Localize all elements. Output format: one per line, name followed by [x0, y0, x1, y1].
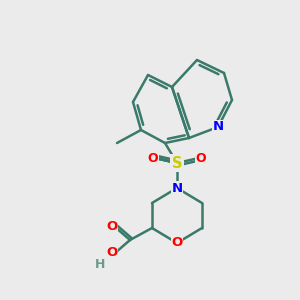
Text: O: O [148, 152, 158, 164]
Text: O: O [106, 220, 118, 233]
Text: O: O [196, 152, 206, 164]
Text: H: H [95, 257, 105, 271]
Text: S: S [172, 155, 182, 170]
Text: N: N [171, 182, 183, 194]
Text: N: N [212, 121, 224, 134]
Text: O: O [171, 236, 183, 250]
Text: O: O [106, 247, 118, 260]
